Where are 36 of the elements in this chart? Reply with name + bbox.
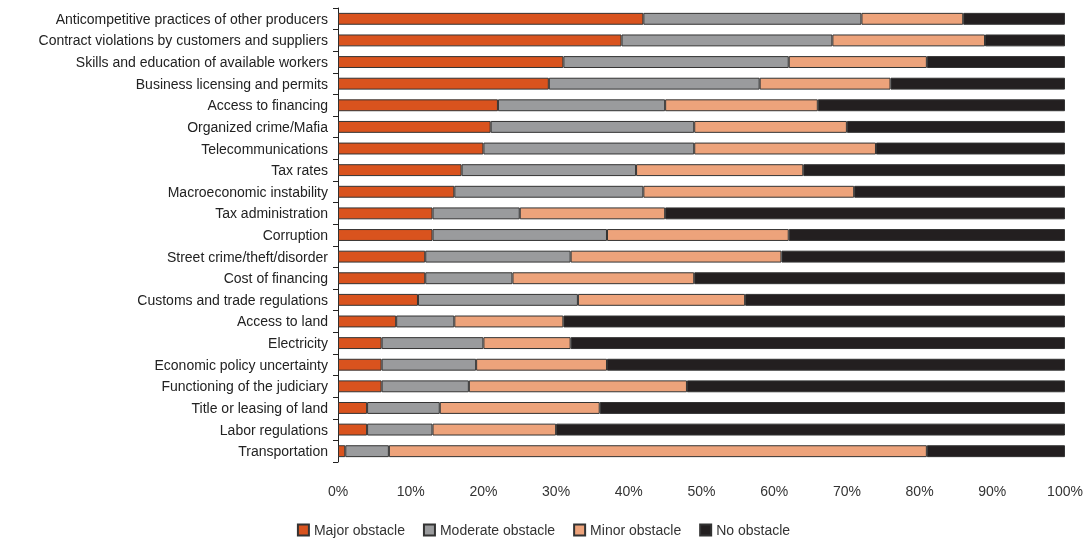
legend-label: Minor obstacle xyxy=(590,522,682,538)
y-tick-label: Telecommunications xyxy=(201,140,328,157)
x-tick-label: 10% xyxy=(396,483,425,499)
legend-label: Moderate obstacle xyxy=(439,522,556,538)
legend-label: Major obstacle xyxy=(313,522,406,538)
y-tick-label: Access to land xyxy=(236,313,328,330)
y-tick-label: Electricity xyxy=(268,335,328,352)
y-tick-label: Tax administration xyxy=(215,205,328,222)
y-tick-label: Tax rates xyxy=(271,162,328,179)
y-tick-label: Organized crime/Mafia xyxy=(187,118,329,135)
y-tick-label: Cost of financing xyxy=(223,270,328,287)
x-tick-label: 90% xyxy=(978,483,1007,499)
x-tick-label: 30% xyxy=(542,483,571,499)
x-tick-label: 20% xyxy=(469,483,498,499)
y-tick-label: Access to financing xyxy=(207,97,328,114)
y-tick-label: Title or leasing of land xyxy=(191,399,328,416)
x-tick-label: 60% xyxy=(760,483,789,499)
x-tick-label: 100% xyxy=(1047,483,1083,499)
x-tick-label: 80% xyxy=(905,483,934,499)
y-tick-label: Anticompetitive practices of other producers xyxy=(55,10,328,27)
x-tick-label: 0% xyxy=(327,483,349,499)
legend-label: No obstacle xyxy=(716,522,791,538)
x-tick-label: 50% xyxy=(687,483,716,499)
x-tick-label: 70% xyxy=(832,483,861,499)
y-tick-label: Functioning of the judiciary xyxy=(161,378,328,395)
y-tick-label: Street crime/theft/disorder xyxy=(166,248,329,265)
x-tick-label: 40% xyxy=(614,483,643,499)
y-tick-label: Customs and trade regulations xyxy=(137,291,328,308)
y-tick-label: Corruption xyxy=(262,227,328,243)
y-tick-label: Economic policy uncertainty xyxy=(154,356,328,373)
y-tick-label: Macroeconomic instability xyxy=(167,183,328,200)
y-tick-label: Transportation xyxy=(238,443,328,460)
y-tick-label: Labor regulations xyxy=(219,421,328,438)
y-tick-label: Business licensing and permits xyxy=(135,75,328,92)
y-tick-label: Contract violations by customers and suppliers xyxy=(38,32,328,49)
y-tick-label: Skills and education of available workers xyxy=(75,54,328,71)
